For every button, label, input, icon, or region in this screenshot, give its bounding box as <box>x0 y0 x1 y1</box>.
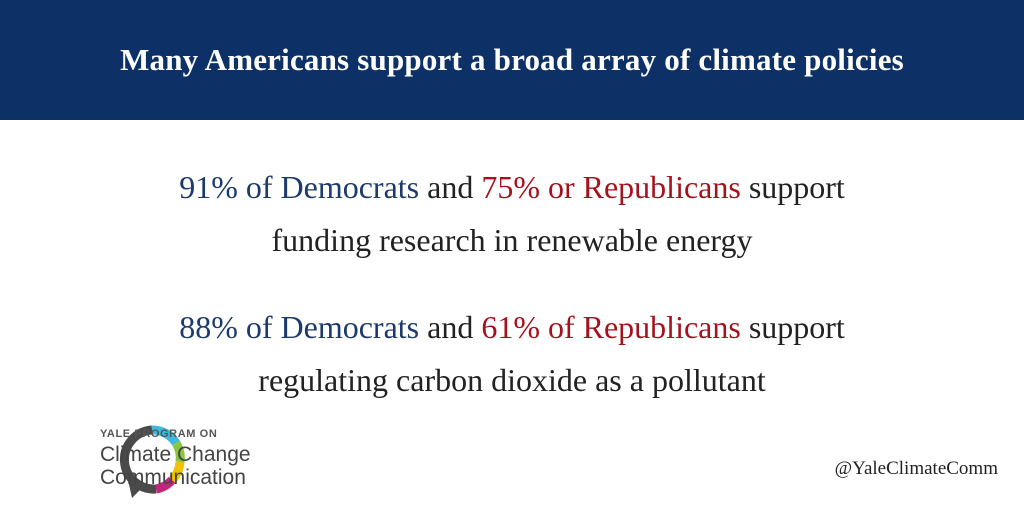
republicans: 61% of Republicans <box>481 309 741 345</box>
verb: support <box>748 169 845 205</box>
logo-line: Communication <box>100 466 246 489</box>
democrats: 88% of Democrats <box>179 309 420 345</box>
republicans: 75% or Republicans <box>481 169 741 205</box>
democrats: 91% of Democrats <box>179 169 420 205</box>
title: Many Americans support a broad array of … <box>120 42 904 77</box>
statement: 88% of Democrats and 61% of Republicans … <box>0 301 1024 407</box>
logo-text: YALE PROGRAM ON Climate Change Communica… <box>100 428 251 489</box>
joiner: and <box>427 169 474 205</box>
joiner: and <box>427 309 474 345</box>
logo-kicker: YALE PROGRAM ON <box>100 428 218 440</box>
logo-icon <box>119 425 185 498</box>
statement: 91% of Democrats and 75% or Republicans … <box>0 161 1024 267</box>
verb: support <box>748 309 845 345</box>
handle: @YaleClimateComm <box>834 458 998 479</box>
policy: funding research in renewable energy <box>271 222 753 258</box>
policy: regulating carbon dioxide as a pollutant <box>258 362 766 398</box>
header: Many Americans support a broad array of … <box>0 0 1024 120</box>
logo-line: Climate Change <box>100 443 251 466</box>
